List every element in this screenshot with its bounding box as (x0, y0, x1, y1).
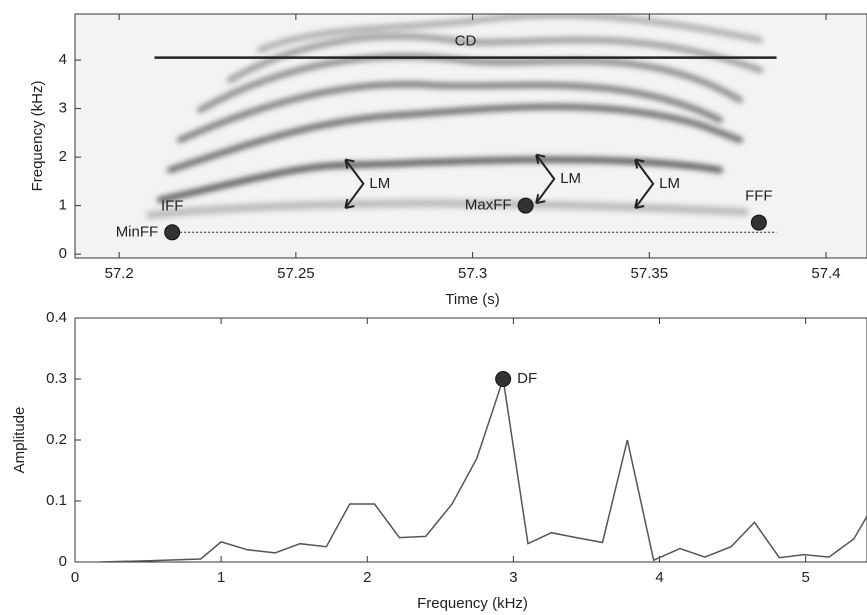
y-tick-label: 0 (59, 553, 67, 570)
annotation-label: LM (369, 175, 390, 192)
x-tick-label: 57.2 (105, 265, 134, 282)
annotation-marker (517, 197, 534, 214)
y-tick-label: 0.3 (46, 370, 67, 387)
x-tick-label: 57.25 (277, 265, 315, 282)
y-axis-label: Frequency (kHz) (29, 81, 46, 192)
annotation-label: MaxFF (465, 197, 512, 214)
x-tick-label: 0 (71, 569, 79, 586)
spectrogram-image (75, 14, 867, 258)
x-tick-label: 57.4 (811, 265, 840, 282)
annotation-label: IFF (161, 197, 184, 214)
y-tick-label: 4 (59, 51, 67, 68)
annotation-arrow (344, 158, 365, 210)
annotation-marker (495, 371, 512, 387)
annotation-label: FFF (745, 188, 773, 205)
y-tick-label: 0.2 (46, 431, 67, 448)
x-tick-label: 4 (655, 569, 663, 586)
annotation-label: DF (517, 370, 537, 387)
x-tick-label: 57.35 (631, 265, 669, 282)
annotation-label: LM (659, 175, 680, 192)
annotation-label: LM (560, 170, 581, 187)
x-axis-label: Frequency (kHz) (417, 595, 528, 612)
annotation-label: CD (455, 33, 477, 50)
y-tick-label: 3 (59, 100, 67, 117)
y-tick-label: 0.1 (46, 492, 67, 509)
annotation-arrow (634, 158, 655, 210)
spectrum-line (99, 378, 867, 562)
plot-frame (74, 317, 867, 563)
y-tick-label: 1 (59, 197, 67, 214)
y-axis-label: Amplitude (11, 407, 28, 474)
annotation-marker (750, 214, 767, 231)
x-tick-label: 57.3 (458, 265, 487, 282)
plot-frame (74, 13, 867, 259)
y-tick-label: 2 (59, 148, 67, 165)
x-tick-label: 5 (801, 569, 809, 586)
plot-area (99, 378, 867, 562)
annotation-arrow (535, 153, 556, 205)
annotation-label: MinFF (116, 223, 159, 240)
x-tick-label: 2 (363, 569, 371, 586)
annotation-marker (164, 224, 181, 241)
x-tick-label: 3 (509, 569, 517, 586)
x-tick-label: 1 (217, 569, 225, 586)
x-axis-label: Time (s) (445, 291, 499, 308)
y-tick-label: 0 (59, 245, 67, 262)
y-tick-label: 0.4 (46, 309, 67, 326)
